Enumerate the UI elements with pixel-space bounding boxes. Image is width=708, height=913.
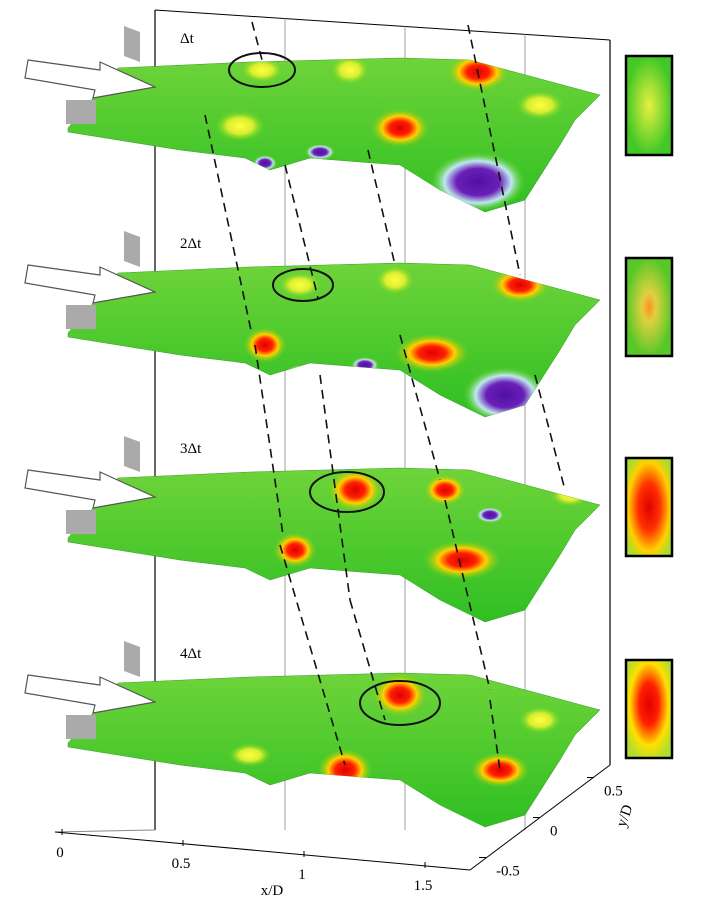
surface-peak — [286, 365, 314, 381]
cylinder-mark — [124, 436, 140, 472]
time-label: 2Δt — [180, 236, 202, 252]
surface-peak — [430, 152, 526, 212]
surface-peak — [278, 272, 322, 298]
y-tick-label: 0.5 — [604, 784, 623, 800]
surface-peak — [470, 752, 530, 788]
surface-peak — [372, 673, 428, 717]
surface-peak — [305, 144, 335, 160]
inflow-arrow — [24, 59, 158, 99]
surface-peak — [375, 265, 415, 295]
surface-peak — [515, 90, 565, 120]
surface-peak — [240, 58, 284, 83]
surface-peak — [228, 743, 272, 767]
inflow-arrow — [24, 674, 158, 714]
time-label: Δt — [180, 31, 195, 47]
surface-peak — [243, 327, 287, 363]
cylinder-mark — [124, 231, 140, 267]
cylinder-mark — [124, 26, 140, 62]
tracking-lines — [204, 21, 566, 771]
surface-peak — [330, 58, 370, 85]
cylinder-mark — [124, 641, 140, 677]
cylinder-mark — [66, 100, 96, 124]
surface-peak — [342, 577, 398, 613]
surface-panel: 2Δt — [24, 231, 601, 418]
surface-peak — [273, 532, 317, 568]
inflow-arrow — [24, 264, 158, 304]
surface-panel: 3Δt — [24, 436, 601, 623]
surface-peak — [423, 474, 467, 506]
x-tick-label: 1 — [298, 867, 306, 883]
highlight-ring — [309, 471, 385, 513]
highlight-ring — [359, 680, 441, 726]
surface-peak — [253, 155, 277, 171]
highlight-ring — [228, 52, 296, 88]
surface-peak — [317, 748, 373, 792]
y-tick-label: -0.5 — [496, 864, 520, 880]
time-label: 3Δt — [180, 441, 202, 457]
surface-peak — [422, 540, 502, 580]
x-tick-label: 1.5 — [414, 878, 433, 894]
y-axis-label: y/D — [614, 803, 637, 830]
surface-peak — [490, 267, 550, 303]
surface — [67, 467, 601, 623]
time-label: 4Δt — [180, 646, 202, 662]
thumbnails — [624, 54, 674, 760]
surface-peak — [394, 333, 470, 373]
cylinder-mark — [66, 715, 96, 739]
surface-peak — [351, 357, 379, 373]
surface-peak — [386, 798, 450, 827]
x-tick-label: 0 — [56, 845, 64, 861]
x-axis-label: x/D — [261, 883, 284, 899]
surface-peak — [214, 110, 266, 142]
y-tick-label: 0 — [550, 824, 558, 840]
x-tick-label: 0.5 — [172, 856, 191, 872]
surface-peak — [248, 580, 276, 600]
surface-peak — [327, 468, 383, 512]
surface-panel: Δt — [24, 26, 601, 213]
surface-features — [214, 58, 565, 212]
surface-peak — [518, 706, 562, 734]
surface-peak — [476, 507, 504, 523]
cylinder-mark — [66, 305, 96, 329]
surface-peak — [370, 108, 430, 148]
surface-panel: 4Δt — [24, 641, 601, 828]
inflow-arrow — [24, 469, 158, 509]
highlight-ring — [272, 268, 334, 302]
cylinder-mark — [66, 510, 96, 534]
surface-peak — [550, 483, 590, 507]
